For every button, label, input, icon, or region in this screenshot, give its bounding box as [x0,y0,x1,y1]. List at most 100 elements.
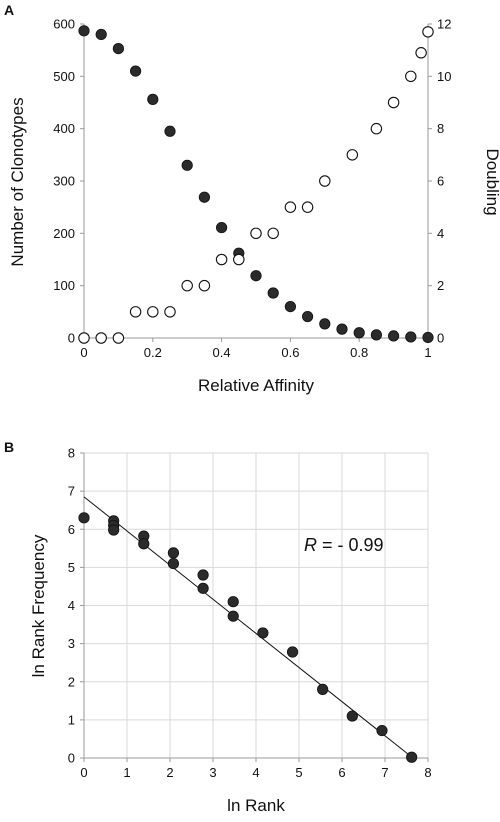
doubling-point [250,227,262,240]
panel-b-grid [84,452,429,758]
rank-frequency-point [257,627,269,639]
panel-a: A Number of Clonotypes Doubling Relative… [4,2,500,395]
rank-frequency-point [108,524,120,536]
panel-b-y-tick-label: 5 [68,560,75,575]
doubling-point [387,96,400,109]
panel-a-y-tick-label: 600 [53,17,75,32]
doubling-point [95,332,107,344]
panel-a-y2-tick-label: 0 [437,331,444,346]
clonotype-point [387,330,400,342]
doubling-point [164,306,176,318]
doubling-point [181,279,193,292]
panel-b-x-tick-label: 6 [338,765,345,780]
panel-b-y-tick-label: 6 [68,522,75,537]
clonotype-point [78,25,90,37]
doubling-point [267,227,279,240]
panel-b-x-tick-label: 8 [424,765,431,780]
clonotype-point [370,329,382,341]
panel-b-x-tick-label: 5 [295,765,302,780]
panel-a-x-ticks: 0 0.2 0.4 0.6 0.8 1 [80,338,432,360]
clonotype-point [147,93,159,105]
rank-frequency-point [317,683,329,695]
panel-a-x-tick-label: 0.6 [281,345,299,360]
clonotype-point [336,323,348,335]
panel-a-points [78,25,434,344]
rank-frequency-point [167,547,180,559]
rank-frequency-point [286,646,299,658]
panel-a-y-tick-label: 200 [53,226,75,241]
clonotype-point [216,221,228,234]
doubling-point [370,122,383,135]
panel-a-y-tick-label: 500 [53,69,75,84]
panel-b-annotation-value: = - 0.99 [317,535,384,555]
panel-a-x-tick-label: 1 [424,345,431,360]
panel-b-x-tick-label: 4 [252,765,259,780]
doubling-point [405,70,417,83]
panel-b-annotation: R = - 0.99 [304,535,384,555]
clonotype-point [250,270,262,282]
doubling-point [112,332,125,344]
panel-a-y-tick-label: 400 [53,121,75,136]
panel-b-y-axis-title: ln Rank Frequency [29,534,48,677]
clonotype-point [405,331,417,343]
rank-frequency-point [138,538,150,550]
doubling-point [129,306,142,318]
clonotype-point [181,159,193,171]
rank-frequency-point [197,582,209,594]
panel-a-y2-tick-label: 8 [437,121,444,136]
panel-a-y-ticks: 0 100 200 300 400 500 600 [53,17,84,346]
panel-a-x-tick-label: 0.2 [144,345,162,360]
panel-b-x-ticks: 0 1 2 3 4 5 6 7 8 [80,758,432,780]
panel-b-fit-line [83,496,414,759]
doubling-point [319,175,331,187]
panel-a-x-axis-title: Relative Affinity [198,376,314,395]
panel-b-y-tick-label: 1 [68,712,75,727]
rank-frequency-point [167,557,180,570]
panel-a-y-axis-title: Number of Clonotypes [8,97,27,266]
panel-a-y-tick-label: 100 [53,278,75,293]
panel-a-label: A [4,2,14,18]
panel-b-y-tick-label: 0 [68,751,75,766]
rank-frequency-point [227,596,239,608]
panel-b-x-tick-label: 7 [381,765,388,780]
doubling-point [346,149,359,161]
panel-a-y2-axis-title: Doubling [483,148,500,215]
doubling-point [301,201,314,213]
panel-b-y-tick-label: 7 [68,484,75,499]
clonotype-point [284,300,296,313]
clonotype-point [319,318,331,330]
panel-b-x-tick-label: 3 [209,765,216,780]
clonotype-point [112,42,125,55]
panel-a-y-tick-label: 0 [68,331,75,346]
clonotype-point [353,327,365,339]
panel-a-x-tick-label: 0.8 [350,345,368,360]
doubling-point [422,26,434,38]
doubling-point [284,201,297,213]
clonotype-point [198,191,210,203]
panel-a-y2-tick-label: 12 [437,17,451,32]
panel-b-y-tick-label: 8 [68,446,75,461]
rank-frequency-point [346,710,358,722]
clonotype-point [130,65,142,77]
panel-b-y-tick-label: 2 [68,674,75,689]
doubling-point [147,306,159,318]
panel-b: B ln Rank Frequency ln Rank 0 1 2 3 4 5 6 7 8 0 1… [4,439,432,815]
panel-b-y-ticks: 0 1 2 3 4 5 6 7 8 [68,446,84,766]
panel-a-x-tick-label: 0 [80,345,87,360]
panel-a-y2-ticks: 0 2 4 6 8 10 12 [428,17,451,346]
rank-frequency-point [78,512,90,524]
panel-a-x-tick-label: 0.4 [213,345,231,360]
panel-b-x-tick-label: 1 [123,765,130,780]
panel-a-y2-tick-label: 6 [437,174,444,189]
clonotype-point [95,28,107,41]
panel-b-y-tick-label: 4 [68,598,75,613]
panel-b-x-axis-title: ln Rank [227,796,285,815]
rank-frequency-point [376,724,388,737]
panel-b-annotation-r: R [304,535,317,555]
panel-a-y2-tick-label: 2 [437,278,444,293]
doubling-point [215,253,228,266]
clonotype-point [422,331,434,344]
panel-a-y-tick-label: 300 [53,174,75,189]
panel-a-y2-tick-label: 10 [437,69,451,84]
